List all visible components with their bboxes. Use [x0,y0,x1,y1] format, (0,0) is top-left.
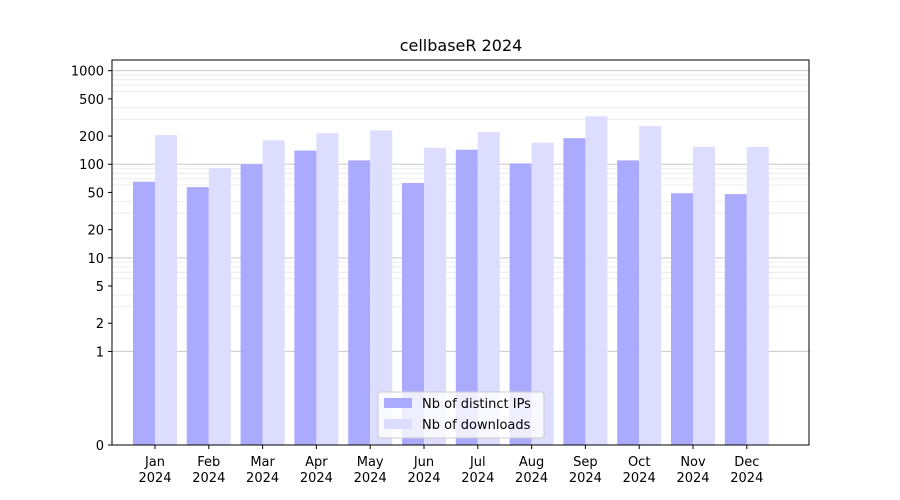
bar-downloads [477,132,500,445]
chart-title: cellbaseR 2024 [400,36,523,55]
legend-label-distinct-ips: Nb of distinct IPs [422,397,531,412]
x-tick-label-month: Jul [469,455,486,470]
bar-downloads [424,147,446,445]
bar-downloads [531,142,554,445]
y-tick-label: 1 [96,345,104,360]
y-tick-label: 20 [87,224,104,239]
y-axis: 0 1 2 5 10 20 50 100 200 500 1000 [71,65,112,454]
x-tick-label-month: Nov [680,455,706,470]
y-tick-label: 200 [79,130,104,145]
legend-swatch-downloads [384,419,412,429]
x-tick-label-year: 2024 [407,471,440,486]
x-axis: Jan2024Feb2024Mar2024Apr2024May2024Jun20… [138,445,763,486]
bar-downloads [155,135,177,445]
bar-distinct-ips [617,160,640,445]
x-tick-label-year: 2024 [569,471,602,486]
y-tick-label: 500 [79,93,104,108]
x-tick-label-year: 2024 [192,471,225,486]
x-tick-label-month: Sep [573,455,598,470]
x-tick-label-month: Apr [305,455,328,470]
y-tick-label: 50 [87,186,104,201]
x-tick-label-year: 2024 [461,471,494,486]
bar-downloads [639,126,662,445]
y-tick-label: 100 [79,158,104,173]
bar-distinct-ips [186,187,209,445]
x-tick-label-year: 2024 [623,471,656,486]
x-tick-label-month: May [357,455,384,470]
bar-distinct-ips [402,183,424,446]
x-tick-label-month: Mar [250,455,275,470]
bar-downloads [693,146,715,446]
bar-distinct-ips [133,181,155,446]
y-tick-label: 2 [96,317,104,332]
plot-frame [111,59,810,446]
y-tick-label: 10 [87,252,104,267]
bar-downloads [746,146,769,446]
x-tick-label-month: Dec [734,455,759,470]
y-tick-label: 1000 [71,65,104,80]
x-tick-label-year: 2024 [246,471,279,486]
x-tick-label-year: 2024 [676,471,709,486]
bar-downloads [262,140,285,445]
y-tick-label: 5 [96,280,104,295]
x-tick-label-year: 2024 [515,471,548,486]
legend: Nb of distinct IPs Nb of downloads [377,391,545,439]
bars [133,116,769,446]
x-tick-label-month: Jan [144,455,165,470]
bar-downloads [208,168,231,445]
x-tick-label-year: 2024 [730,471,763,486]
x-tick-label-year: 2024 [354,471,387,486]
bar-distinct-ips [455,149,478,445]
x-tick-label-month: Jun [413,455,434,470]
bar-distinct-ips [240,164,263,445]
x-tick-label-month: Oct [628,455,650,470]
x-tick-label-year: 2024 [300,471,333,486]
bar-distinct-ips [724,194,747,445]
x-tick-label-year: 2024 [138,471,171,486]
bar-distinct-ips [348,160,371,445]
bar-distinct-ips [509,163,532,445]
x-tick-label-month: Feb [197,455,220,470]
legend-label-downloads: Nb of downloads [422,418,531,433]
legend-box [377,391,545,439]
bar-downloads [585,116,608,445]
y-tick-label: 0 [96,439,104,454]
bar-downloads [370,130,393,446]
bar-distinct-ips [294,150,317,445]
legend-swatch-distinct-ips [384,398,412,408]
bar-downloads [316,133,339,446]
x-tick-label-month: Aug [519,455,544,470]
bar-distinct-ips [563,138,586,446]
bar-distinct-ips [671,193,693,445]
